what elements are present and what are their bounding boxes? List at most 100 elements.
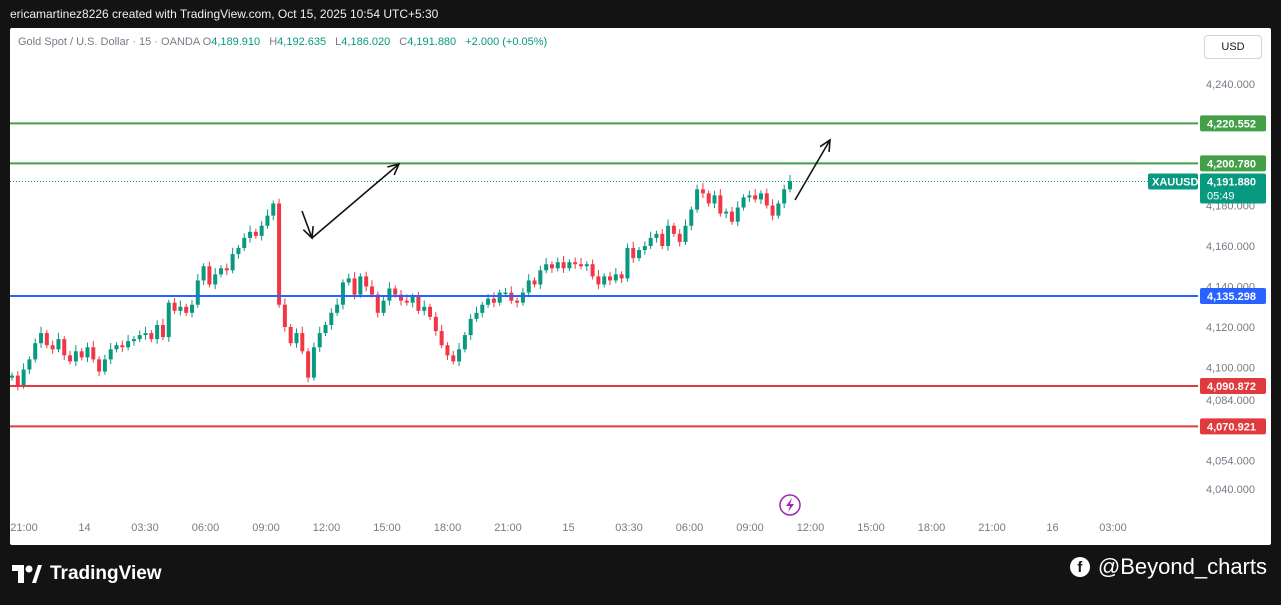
candle-body [561, 262, 566, 269]
candle [358, 273, 363, 298]
lightning-icon[interactable] [779, 494, 801, 516]
arrow-shaft [794, 139, 831, 201]
candle-body [10, 375, 14, 378]
candle-body [381, 300, 386, 313]
y-axis: 4,240.0004,180.0004,160.0004,140.0004,12… [1206, 79, 1255, 496]
trend-arrow[interactable] [301, 210, 314, 240]
candle [381, 296, 386, 316]
candle-body [189, 304, 194, 313]
candle-body [712, 195, 717, 204]
candle-body [340, 282, 345, 305]
candle-body [184, 306, 189, 313]
x-tick-label: 14 [78, 522, 90, 534]
level-price-badge [1200, 115, 1266, 132]
candle [207, 261, 212, 288]
candle [718, 189, 723, 217]
candle-body [68, 355, 73, 362]
symbol-legend: Gold Spot / U.S. Dollar · 15 · OANDA O4,… [18, 36, 553, 48]
candle-body [50, 345, 55, 350]
price-badges: 4,220.552 4,200.780 4,135.298 4,090.872 4,07… [1148, 115, 1266, 435]
high-value: 4,192.635 [277, 36, 327, 48]
candle-body [468, 318, 473, 336]
candle-body [352, 278, 357, 295]
candle [56, 332, 61, 353]
arrow-shaft [311, 163, 400, 239]
candle [172, 298, 177, 314]
candle-body [480, 304, 485, 313]
symbol-badge [1148, 173, 1198, 190]
candle-body [602, 276, 607, 285]
trend-arrow[interactable] [794, 138, 831, 201]
candle-body [747, 195, 752, 198]
arrow-head [387, 162, 401, 176]
candle [137, 330, 142, 343]
candle [515, 297, 520, 308]
candle-body [782, 189, 787, 204]
candle-body [323, 324, 328, 334]
candle-body [236, 248, 241, 255]
trend-arrows [301, 138, 831, 240]
candle-body [462, 335, 467, 350]
chart-area[interactable]: 21:00 14 03:30 06:00 09:00 12:00 15:00 18:00 21:… [10, 28, 1271, 545]
candle-body [277, 203, 282, 305]
x-tick-label: 09:00 [252, 522, 280, 534]
candle-body [126, 341, 131, 348]
candle [62, 336, 67, 361]
bar-countdown: 05:49 [1207, 190, 1235, 202]
candle [224, 263, 229, 275]
candle [764, 188, 769, 209]
level-price-label: 4,200.780 [1207, 158, 1256, 170]
candle [97, 356, 102, 377]
price-chart[interactable]: 21:00 14 03:30 06:00 09:00 12:00 15:00 18:00 21:… [10, 28, 1271, 545]
x-tick-label: 06:00 [192, 522, 220, 534]
candle-body [346, 278, 351, 283]
candle-body [230, 254, 235, 271]
candle [654, 230, 659, 243]
y-tick-label: 4,100.000 [1206, 363, 1255, 375]
candle [10, 372, 14, 381]
candle [259, 221, 264, 241]
candle [561, 255, 566, 273]
candle-body [375, 294, 380, 313]
candle [671, 222, 676, 237]
candle-body [700, 189, 705, 194]
facebook-icon: f [1069, 557, 1090, 577]
candle [428, 303, 433, 320]
candle [317, 326, 322, 352]
candle [532, 277, 537, 288]
candle [282, 298, 287, 332]
candle [549, 261, 554, 273]
x-tick-label: 03:30 [615, 522, 643, 534]
trend-arrow[interactable] [311, 162, 401, 239]
close-label: C [399, 36, 408, 48]
candle [160, 318, 165, 341]
candle [666, 219, 671, 251]
candle [21, 363, 26, 389]
candle-body [433, 316, 438, 332]
level-price-label: 4,090.872 [1207, 381, 1256, 393]
x-axis: 21:00 14 03:30 06:00 09:00 12:00 15:00 18:00 21:… [10, 522, 1127, 534]
candle [457, 342, 462, 367]
x-tick-label: 09:00 [736, 522, 764, 534]
currency-button[interactable]: USD [1204, 35, 1262, 59]
candle-body [584, 264, 589, 267]
candle [27, 356, 32, 375]
candle-body [660, 233, 665, 246]
candle [706, 190, 711, 207]
candle [712, 190, 717, 209]
candle-body [619, 274, 624, 279]
candle-body [532, 280, 537, 285]
candle-body [288, 327, 293, 344]
candle [369, 280, 374, 298]
candle-body [410, 296, 415, 303]
candle-body [387, 288, 392, 301]
candle [433, 312, 438, 336]
candle-body [160, 324, 165, 338]
candle [108, 342, 113, 365]
candle [242, 233, 247, 252]
high-label: H [269, 36, 278, 48]
candle [201, 263, 206, 286]
candle-body [21, 369, 26, 386]
candle-body [428, 306, 433, 317]
candle [149, 330, 154, 343]
